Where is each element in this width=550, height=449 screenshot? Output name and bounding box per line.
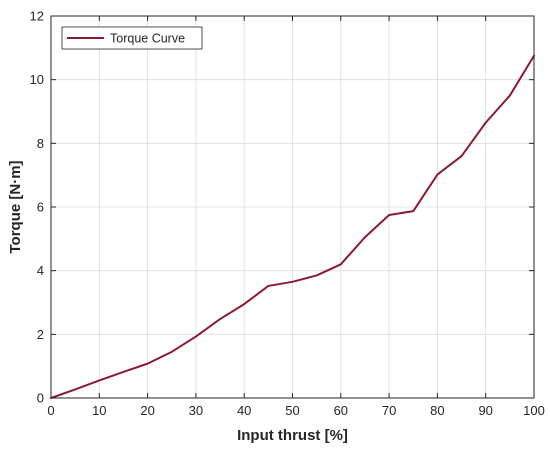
series-line-torque-curve (50, 54, 535, 399)
x-tick-label: 40 (237, 403, 251, 418)
series-layer (50, 54, 535, 399)
y-tick-label: 10 (30, 72, 44, 87)
x-tick-label: 90 (478, 403, 492, 418)
y-tick-label: 0 (37, 391, 44, 406)
x-tick-label: 10 (92, 403, 106, 418)
x-tick-label: 30 (189, 403, 203, 418)
legend: Torque Curve (61, 26, 203, 50)
x-tick-label: 80 (430, 403, 444, 418)
y-tick-label: 8 (37, 136, 44, 151)
y-tick-label: 12 (30, 9, 44, 24)
legend-entry-torque-curve: Torque Curve (110, 32, 185, 46)
legend-box (61, 26, 203, 50)
y-tick-label: 2 (37, 327, 44, 342)
x-tick-label: 50 (285, 403, 299, 418)
y-axis-ticks: 0 2 4 6 8 10 12 (30, 9, 534, 406)
y-axis-label: Torque [N·m] (7, 160, 24, 253)
x-tick-label: 60 (334, 403, 348, 418)
x-tick-label: 100 (523, 403, 545, 418)
x-axis-label: Input thrust [%] (237, 427, 348, 444)
x-tick-label: 0 (47, 403, 54, 418)
y-tick-label: 4 (37, 263, 44, 278)
x-axis-ticks: 0 10 20 30 40 50 60 70 80 90 100 (47, 16, 545, 418)
x-tick-label: 20 (140, 403, 154, 418)
y-tick-label: 6 (37, 200, 44, 215)
x-tick-label: 70 (382, 403, 396, 418)
